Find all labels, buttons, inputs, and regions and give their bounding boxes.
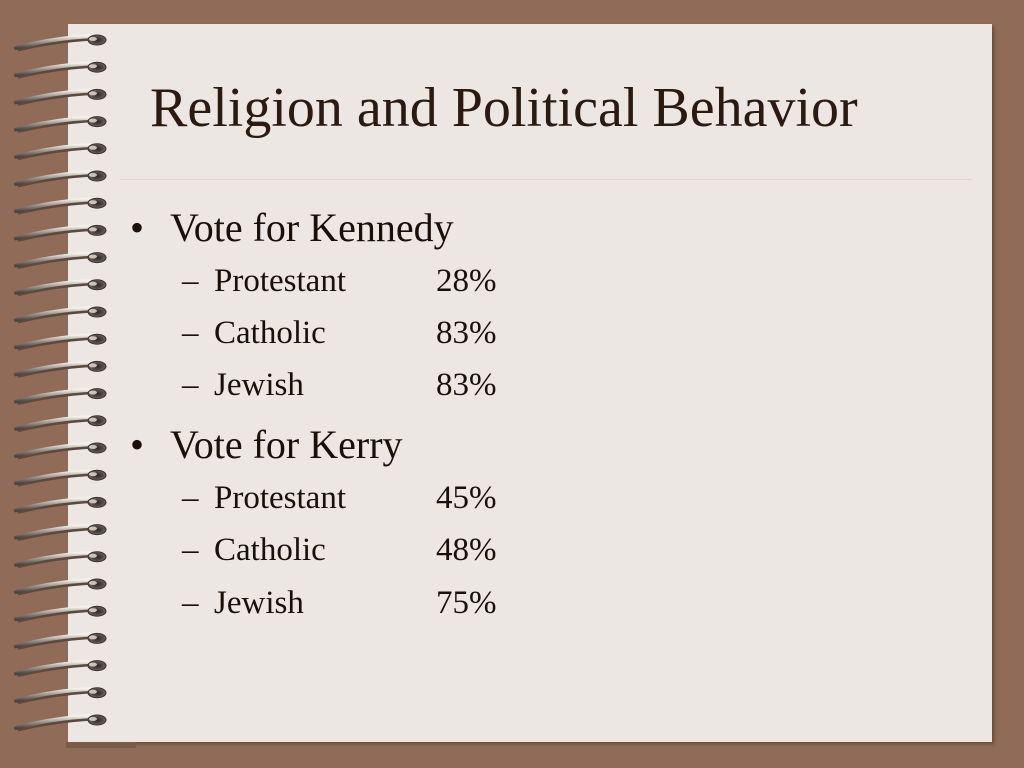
bullet-dot: •: [130, 205, 145, 250]
sub-label: Catholic: [214, 532, 326, 568]
spiral-ring: [14, 659, 107, 678]
sub-label: Catholic: [214, 315, 326, 351]
spiral-ring: [14, 278, 107, 297]
bullet-text: Vote for Kennedy: [170, 205, 454, 250]
paper-shadow: [66, 742, 136, 748]
spiral-ring: [14, 333, 107, 351]
sub-label: Jewish: [214, 585, 304, 621]
sub-value: 45%: [436, 480, 497, 516]
sub-value: 28%: [436, 263, 497, 299]
spiral-binding-icon: [14, 34, 107, 732]
sub-dash: –: [182, 315, 199, 351]
spiral-ring: [14, 360, 107, 378]
spiral-ring: [14, 442, 107, 460]
spiral-ring: [14, 550, 107, 569]
spiral-ring: [14, 115, 107, 134]
spiral-ring: [14, 306, 107, 324]
spiral-ring: [14, 469, 107, 487]
spiral-ring: [14, 605, 107, 623]
sub-label: Protestant: [214, 263, 346, 299]
slide-title: Religion and Political Behavior: [150, 77, 858, 139]
spiral-ring: [14, 34, 107, 52]
spiral-ring: [14, 224, 107, 242]
sub-dash: –: [182, 532, 199, 568]
sub-value: 48%: [436, 532, 497, 568]
sub-dash: –: [182, 367, 199, 403]
spiral-ring: [14, 197, 107, 215]
sub-label: Protestant: [214, 480, 346, 516]
sub-dash: –: [182, 480, 199, 516]
sub-dash: –: [182, 585, 199, 621]
spiral-ring: [14, 714, 107, 732]
sub-value: 83%: [436, 367, 497, 403]
sub-dash: –: [182, 263, 199, 299]
spiral-ring: [14, 632, 107, 650]
title-divider: [120, 179, 972, 180]
spiral-ring: [14, 578, 107, 596]
bullet-text: Vote for Kerry: [170, 422, 403, 467]
spiral-ring: [14, 142, 107, 161]
slide-paper: [68, 24, 992, 742]
spiral-ring: [14, 88, 107, 106]
sub-value: 75%: [436, 585, 497, 621]
bullet-dot: •: [130, 422, 145, 467]
spiral-ring: [14, 686, 107, 705]
spiral-ring: [14, 414, 107, 433]
spiral-ring: [14, 496, 107, 514]
sub-value: 83%: [436, 315, 497, 351]
spiral-ring: [14, 387, 107, 406]
sub-label: Jewish: [214, 367, 304, 403]
spiral-ring: [14, 523, 107, 542]
spiral-ring: [14, 251, 107, 270]
spiral-ring: [14, 170, 107, 188]
spiral-ring: [14, 61, 107, 79]
